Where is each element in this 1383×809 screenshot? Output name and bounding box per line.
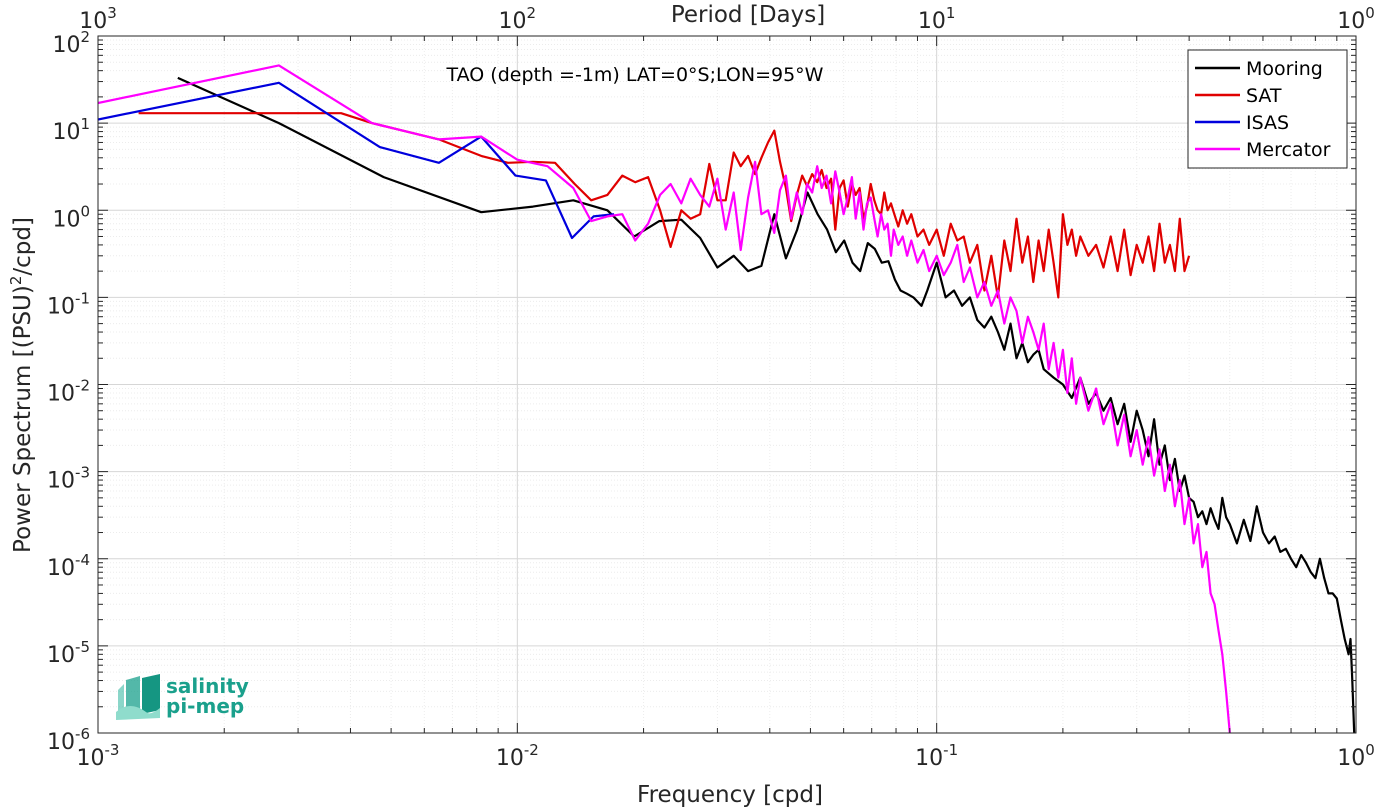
y-tick-label: 10-2 [47,377,90,407]
x2-tick-label: 100 [1337,4,1375,34]
y-tick-label: 102 [52,28,90,58]
legend-label-isas: ISAS [1246,112,1289,134]
x-tick-label: 10-2 [496,741,539,771]
series-line-mooring [177,76,1356,733]
x-tick-label: 10-3 [77,741,120,771]
x-tick-label: 100 [1337,741,1375,771]
y-tick-label: 10-1 [47,289,90,319]
logo-mark-icon [116,674,160,720]
x2-tick-label: 102 [499,4,537,34]
y-tick-label: 101 [52,115,90,145]
salinity-pi-mep-logo: salinity pi-mep [116,674,249,720]
x2-tick-label: 101 [918,4,956,34]
x2-tick-label: 103 [79,4,117,34]
y-tick-label: 100 [52,202,90,232]
logo-text-pi-mep: pi-mep [166,694,244,718]
logo-text-salinity: salinity [166,674,249,698]
legend-label-sat: SAT [1246,85,1282,107]
y-tick-label: 10-3 [47,464,90,494]
legend-label-mooring: Mooring [1246,58,1323,80]
chart-title: TAO (depth =-1m) LAT=0°S;LON=95°W [446,64,824,86]
series-line-sat [138,112,1191,299]
x2-axis-label: Period [Days] [671,2,825,28]
y-tick-label: 10-6 [47,725,90,755]
legend-label-mercator: Mercator [1246,139,1331,161]
series-layer [98,64,1356,733]
ticks [97,36,1356,734]
y-axis-label: Power Spectrum [(PSU)2/cpd] [7,217,36,553]
x-tick-label: 10-1 [915,741,958,771]
legend: Mooring SAT ISAS Mercator [1187,49,1348,169]
x-axis-label: Frequency [cpd] [637,782,823,808]
y-tick-label: 10-4 [47,551,90,581]
series-line-isas [98,81,615,240]
y-tick-label: 10-5 [47,638,90,668]
series-line-mercator [98,64,1231,733]
grid [97,36,1356,734]
